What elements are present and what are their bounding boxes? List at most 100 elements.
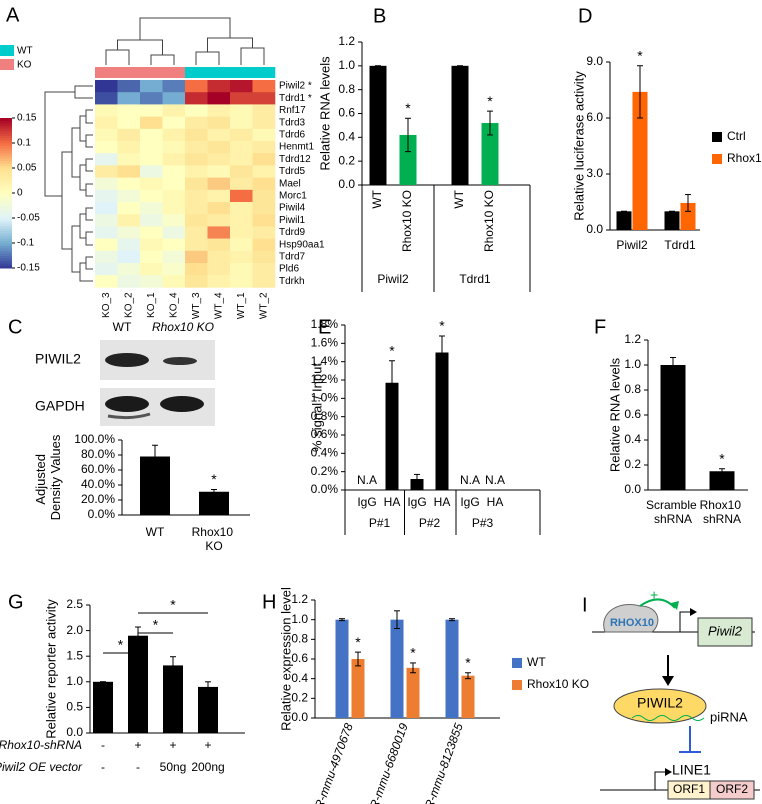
- colorbar-label: -0.15: [17, 263, 40, 274]
- column-label: KO_2: [123, 292, 134, 318]
- condition-value: -: [101, 760, 105, 774]
- bar: [351, 659, 365, 718]
- bar: [435, 352, 449, 490]
- heatmap-cell: [140, 226, 163, 239]
- group-label: Piwil2: [377, 272, 409, 286]
- colorbar-step: [0, 265, 12, 269]
- legend-label: WT: [17, 46, 33, 57]
- y-tick-label: 0.4: [338, 130, 355, 144]
- row-label: Tdrd9: [279, 227, 306, 238]
- colorbar-step: [0, 253, 12, 256]
- orf-label: ORF2: [716, 782, 748, 796]
- y-tick-label: 0.2: [624, 457, 641, 471]
- significance-mark: *: [487, 93, 493, 109]
- bar: [451, 65, 469, 185]
- heatmap-cell: [207, 104, 231, 117]
- x-tick-label: Rhox10 shRNA: [700, 498, 745, 526]
- heatmap-cell: [207, 250, 231, 264]
- colorbar-step: [0, 163, 12, 166]
- colorbar-step: [0, 118, 12, 121]
- significance-mark: *: [211, 471, 217, 487]
- bar: [664, 211, 680, 230]
- heatmap-cell: [140, 263, 163, 276]
- heatmap-cell: [140, 214, 163, 227]
- legend-label: Ctrl: [727, 129, 746, 143]
- heatmap-cell: [230, 275, 253, 288]
- orf-label: ORF1: [673, 782, 705, 796]
- heatmap-cell: [162, 165, 186, 178]
- heatmap-cell: [117, 202, 141, 215]
- value-label: N.A: [485, 473, 505, 487]
- y-axis-label: Relative RNA levels: [317, 56, 332, 171]
- heatmap-cell: [117, 275, 141, 288]
- heatmap-cell: [207, 202, 231, 215]
- bar: [390, 619, 404, 718]
- y-tick-label: 1.0%: [311, 391, 339, 405]
- heatmap-cell: [140, 250, 163, 264]
- legend-label: Rhox10 KO: [527, 677, 589, 691]
- column-label: KO_3: [101, 292, 112, 318]
- significance-mark: *: [465, 654, 471, 670]
- bar: [445, 619, 459, 718]
- heatmap-cell: [230, 226, 253, 239]
- heatmap-cell: [95, 92, 118, 105]
- legend-swatch: [0, 59, 14, 70]
- bar: [410, 479, 424, 490]
- heatmap-cell: [117, 141, 141, 154]
- colorbar-step: [0, 168, 12, 171]
- heatmap-cell: [140, 92, 163, 105]
- x-tick-label: WT: [370, 189, 384, 208]
- x-tick-label: HA: [434, 495, 451, 509]
- legend-label: Rhox10: [727, 151, 762, 165]
- bar: [680, 202, 696, 230]
- y-tick-label: 1.2: [338, 34, 355, 48]
- x-tick-label: WT: [452, 189, 466, 208]
- orf-box: [709, 780, 755, 800]
- heatmap-cell: [252, 116, 276, 130]
- row-label: Rnf17: [279, 105, 306, 116]
- group-label: Tdrd1: [459, 272, 491, 286]
- legend-label: KO: [17, 60, 32, 71]
- colorbar-step: [0, 188, 12, 191]
- heatmap-cell: [95, 177, 118, 191]
- y-tick-label: 80.0%: [81, 447, 115, 461]
- value-label: N.A: [357, 473, 377, 487]
- colorbar-step: [0, 120, 12, 124]
- heatmap-cell: [185, 238, 208, 252]
- colorbar-step: [0, 198, 12, 201]
- significance-mark: *: [410, 645, 416, 661]
- heatmap-cell: [207, 116, 231, 130]
- heatmap-cell: [117, 104, 141, 117]
- row-label: Morc1: [279, 191, 307, 202]
- heatmap-cell: [252, 214, 276, 227]
- condition-value: +: [204, 738, 211, 752]
- y-tick-label: 0.6: [291, 651, 308, 665]
- colorbar-step: [0, 153, 12, 156]
- heatmap-cell: [140, 177, 163, 191]
- significance-mark: *: [405, 100, 411, 116]
- heatmap-cell: [95, 141, 118, 154]
- legend-swatch: [512, 658, 522, 668]
- heatmap-cell: [207, 153, 231, 166]
- heatmap-cell: [207, 80, 231, 93]
- row-label: Tdrd7: [279, 252, 306, 263]
- y-tick-label: 1.2: [624, 332, 641, 346]
- colorbar-step: [0, 125, 12, 129]
- x-tick-label: Rhox10 KO: [400, 190, 414, 252]
- heatmap-cell: [95, 263, 118, 276]
- y-tick-label: 1.0: [66, 674, 83, 688]
- heatmap-cell: [162, 92, 186, 105]
- band-label: GAPDH: [35, 398, 85, 414]
- colorbar-step: [0, 233, 12, 236]
- heatmap-cell: [95, 153, 118, 166]
- bar: [198, 686, 218, 733]
- heatmap-cell: [230, 141, 253, 154]
- legend-swatch: [0, 45, 14, 56]
- heatmap-cell: [230, 202, 253, 215]
- column-label: KO_4: [168, 292, 179, 318]
- x-tick-label: Piwil2: [616, 238, 648, 252]
- western-blot: WT Rhox10 KO PIWIL2 GAPDH: [35, 320, 215, 426]
- colorbar-step: [0, 170, 12, 174]
- significance-mark: *: [355, 634, 361, 650]
- activation-arrow: [639, 598, 676, 609]
